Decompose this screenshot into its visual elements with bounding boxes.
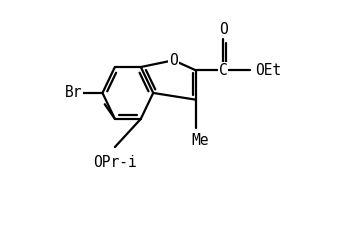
Text: OEt: OEt	[255, 63, 281, 78]
Text: OPr-i: OPr-i	[93, 155, 137, 170]
Text: O: O	[169, 53, 178, 68]
Text: O: O	[219, 22, 228, 37]
Text: Me: Me	[192, 133, 209, 148]
Text: C: C	[219, 63, 228, 78]
Text: Br: Br	[65, 85, 83, 100]
